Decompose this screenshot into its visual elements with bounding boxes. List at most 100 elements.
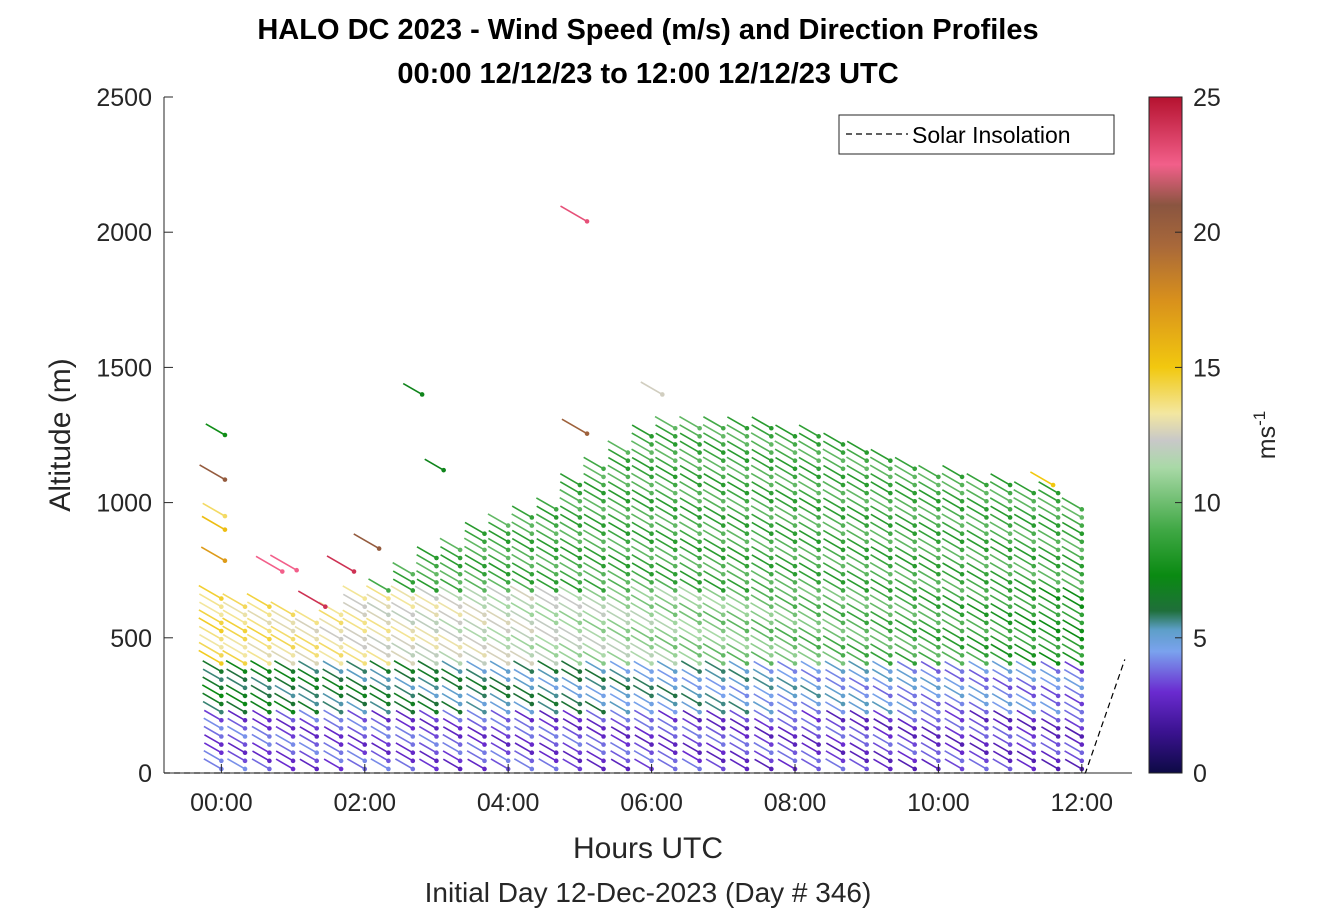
wind-barb <box>513 701 535 715</box>
wind-barb <box>726 489 750 504</box>
wind-barb <box>992 668 1013 683</box>
wind-barb <box>750 651 774 666</box>
wind-barb <box>1013 553 1037 569</box>
wind-barb <box>702 585 726 601</box>
wind-barb <box>657 709 678 723</box>
wind-barb <box>1015 677 1037 691</box>
wind-barb <box>750 618 774 634</box>
wind-barb <box>1061 529 1085 545</box>
wind-barb <box>414 585 439 601</box>
wind-barb <box>870 610 893 626</box>
wind-barb <box>870 643 893 658</box>
wind-barb <box>965 545 989 561</box>
wind-barb <box>870 651 893 666</box>
wind-barb <box>1038 545 1061 561</box>
wind-barb <box>966 505 989 520</box>
wind-barb <box>774 537 798 553</box>
wind-barb <box>941 472 965 488</box>
wind-barb <box>704 692 726 707</box>
wind-barb <box>539 709 559 723</box>
wind-barb <box>606 626 631 642</box>
wind-barb <box>846 561 869 577</box>
wind-barb <box>583 537 606 553</box>
wind-barb <box>750 432 774 447</box>
wind-barb <box>751 562 774 577</box>
wind-barb <box>681 758 702 772</box>
wind-barb <box>1037 561 1061 577</box>
wind-barb <box>774 554 798 569</box>
wind-barb <box>559 561 583 577</box>
wind-barb <box>848 660 869 674</box>
x-tick-label: 04:00 <box>477 789 540 817</box>
wind-barb <box>465 700 487 715</box>
wind-barb <box>822 513 846 528</box>
wind-barb <box>798 635 821 650</box>
wind-barb <box>750 569 774 585</box>
wind-barb <box>966 643 989 658</box>
wind-barb <box>682 709 702 723</box>
wind-barb <box>798 456 821 472</box>
wind-barb <box>679 432 702 447</box>
wind-barb <box>561 668 583 683</box>
wind-barb <box>538 717 559 731</box>
wind-barb <box>488 521 511 536</box>
wind-barb <box>560 205 590 224</box>
wind-barb <box>896 660 918 674</box>
wind-barb <box>1062 619 1085 634</box>
wind-barb <box>486 593 511 610</box>
wind-barb <box>654 553 678 569</box>
wind-barb <box>414 593 439 610</box>
wind-barb <box>222 609 248 626</box>
wind-barb <box>1029 471 1056 488</box>
wind-barb <box>202 660 224 674</box>
wind-barb <box>654 602 678 618</box>
wind-barb <box>640 381 665 397</box>
wind-barb <box>1013 537 1037 553</box>
wind-barb <box>631 464 654 480</box>
wind-barb <box>872 685 893 699</box>
wind-barb <box>630 618 654 634</box>
wind-barb <box>511 545 535 561</box>
wind-barb <box>294 641 320 658</box>
wind-barb <box>800 668 821 683</box>
wind-barb <box>990 505 1013 520</box>
wind-barb <box>463 578 487 593</box>
legend-label: Solar Insolation <box>912 122 1071 148</box>
wind-barb <box>726 578 750 593</box>
x-tick-label: 00:00 <box>190 789 253 817</box>
wind-barb <box>776 668 798 683</box>
wind-barb <box>226 668 248 683</box>
wind-barb <box>822 545 846 561</box>
wind-barb <box>583 505 606 520</box>
wind-barb <box>679 578 702 593</box>
wind-barb <box>462 618 487 634</box>
wind-barb <box>558 593 583 610</box>
wind-barb <box>777 750 798 764</box>
wind-barb <box>966 562 989 577</box>
wind-barb <box>585 692 606 707</box>
wind-barb <box>537 676 559 691</box>
wind-barb <box>246 625 272 642</box>
wind-barb <box>582 464 606 480</box>
wind-barb <box>275 758 296 772</box>
wind-barb <box>941 570 965 585</box>
wind-barb <box>490 742 511 756</box>
wind-barb <box>205 423 228 438</box>
wind-barb <box>417 700 439 715</box>
wind-barb <box>870 546 893 561</box>
wind-barb <box>1013 481 1037 496</box>
wind-barb <box>1062 586 1085 601</box>
wind-barb <box>1038 521 1061 536</box>
wind-barb <box>894 521 918 536</box>
wind-barb <box>894 643 918 658</box>
wind-barb <box>462 601 487 618</box>
wind-barb <box>941 480 965 496</box>
wind-barb <box>559 578 583 593</box>
wind-barb <box>990 643 1013 658</box>
wind-barb <box>798 464 821 480</box>
wind-barb <box>870 537 893 553</box>
wind-barb <box>918 521 941 536</box>
wind-barb <box>631 432 654 447</box>
wind-barb <box>227 717 248 731</box>
wind-barb <box>582 529 606 545</box>
